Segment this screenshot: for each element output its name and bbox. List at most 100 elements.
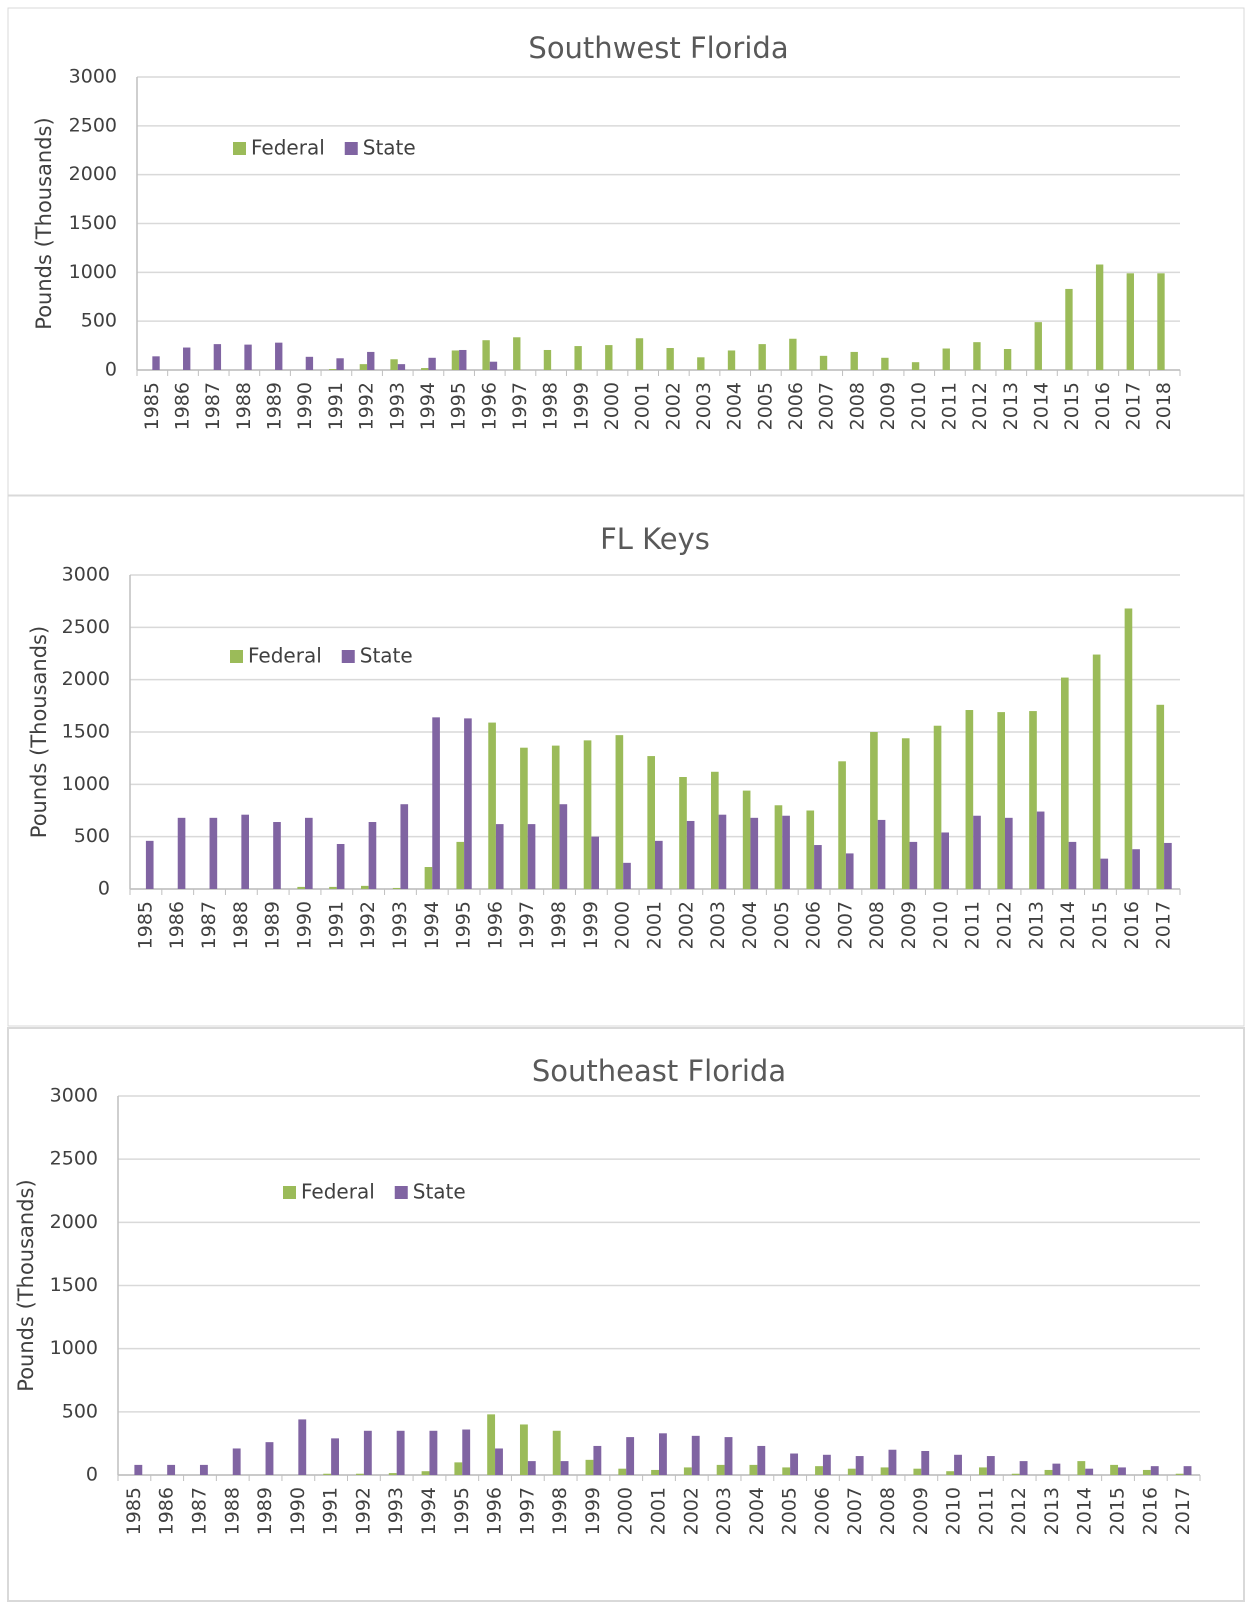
bar [1029,711,1037,889]
x-tick-label: 1991 [325,382,347,430]
bar [954,1454,962,1475]
x-tick-label: 1994 [421,901,443,949]
x-tick-label: 2005 [754,382,776,430]
bar [979,1467,987,1475]
x-tick-label: 1995 [453,901,475,949]
bar [1157,273,1165,370]
x-tick-label: 1994 [417,382,439,430]
bar [265,1442,274,1475]
bar [750,817,759,889]
bar [305,356,314,370]
bar [1011,1473,1020,1475]
bar [1085,1468,1094,1475]
bar [400,804,409,889]
bar [244,344,252,370]
bar [1175,1473,1184,1475]
chart-title: Southeast Florida [532,1054,786,1088]
x-tick-label: 2013 [1000,382,1022,430]
bar [1132,849,1140,889]
x-tick-label: 1998 [548,901,570,949]
bar [363,1430,372,1475]
bar [454,1462,463,1475]
x-tick-label: 1997 [516,1487,538,1535]
bar [489,361,498,370]
bar [591,836,599,889]
x-tick-label: 1985 [134,901,156,949]
x-tick-label: 2016 [1121,901,1143,949]
bar [397,364,406,370]
x-tick-label: 1988 [230,901,252,949]
bar [551,745,560,889]
bar [1150,1466,1159,1475]
y-tick-label: 0 [105,359,117,381]
bar [392,887,401,889]
bar [790,1453,799,1475]
x-tick-label: 2004 [739,901,761,949]
legend-swatch [233,142,246,155]
bar [459,349,467,370]
bar [749,1464,758,1475]
bar [495,824,504,889]
x-tick-label: 1985 [141,382,163,430]
x-tick-label: 1990 [294,901,316,949]
x-tick-label: 2006 [785,382,807,430]
bar [683,1467,692,1475]
x-tick-label: 2008 [866,901,888,949]
x-tick-label: 2016 [1092,382,1114,430]
bar [167,1464,176,1475]
bar [495,1448,503,1475]
x-tick-label: 2008 [846,382,868,430]
bar [323,1473,332,1475]
bar [973,815,981,889]
bar [367,351,375,370]
x-tick-label: 2009 [910,1487,932,1535]
x-tick-label: 1995 [451,1487,473,1535]
bar [396,1430,405,1475]
x-tick-label: 1986 [166,901,188,949]
x-tick-label: 2007 [834,901,856,949]
bar [647,756,655,889]
bar [1100,858,1109,889]
bar [451,350,460,370]
bar [1034,322,1042,370]
bar [543,349,552,370]
y-tick-label: 2500 [69,114,117,136]
x-tick-label: 2009 [898,901,920,949]
bar [819,355,828,370]
bar [651,1469,659,1475]
bar [560,1461,569,1475]
y-axis-label: Pounds (Thousands) [14,1179,38,1391]
bar [1092,654,1101,889]
x-tick-label: 1989 [254,1487,276,1535]
bar [782,1467,791,1475]
bar [933,725,942,889]
bar [911,362,920,370]
x-tick-label: 2003 [713,1487,735,1535]
x-tick-label: 1997 [516,901,538,949]
x-tick-label: 2000 [612,901,634,949]
bar [782,815,790,889]
y-tick-label: 3000 [50,1085,98,1107]
bar [847,1468,856,1475]
x-tick-label: 2017 [1172,1487,1194,1535]
bar [626,1437,635,1475]
bar [390,359,398,370]
bar [855,1456,864,1475]
bar [1005,817,1013,889]
bar [655,840,663,889]
x-tick-label: 1988 [233,382,255,430]
bar [462,1429,471,1475]
chart-title: Southwest Florida [528,31,788,65]
x-tick-label: 2010 [908,382,930,430]
bar [1124,608,1133,889]
bar [666,348,674,370]
bar [519,1424,528,1475]
bar [177,817,186,889]
x-tick-label: 1987 [198,901,220,949]
x-tick-label: 2012 [969,382,991,430]
bar [421,368,429,370]
bar [488,722,496,889]
bar [1061,677,1069,889]
x-tick-label: 2012 [1008,1487,1030,1535]
